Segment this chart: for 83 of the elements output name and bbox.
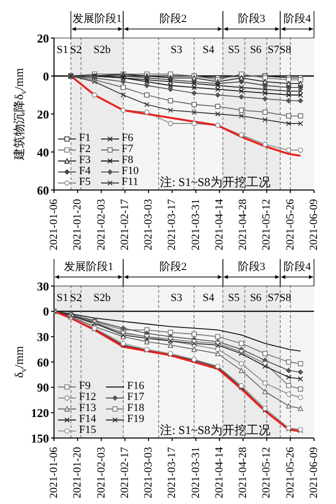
ref-line-label: S2 <box>70 44 82 56</box>
x-tick-label: 2021-04-14 <box>213 198 226 250</box>
x-tick-label: 2021-01-06 <box>48 198 60 250</box>
y-tick-label: 20 <box>37 31 49 46</box>
x-tick-label: 2021-05-12 <box>260 199 273 250</box>
band-label: 阶段2 <box>159 261 187 273</box>
band-label: 阶段2 <box>159 13 187 25</box>
annotation: 注: S1~S8为开挖工况 <box>160 423 270 437</box>
legend-label: F12 <box>79 391 96 403</box>
y-tick-label: 0 <box>43 69 49 84</box>
ref-line-label: S2b <box>94 44 112 56</box>
ref-line-label: S4 <box>202 292 215 304</box>
y-tick-label: 20 <box>37 107 49 122</box>
ref-line-label: S3 <box>170 292 183 304</box>
legend-label: F8 <box>122 154 134 166</box>
x-tick-label: 2021-05-26 <box>284 446 296 498</box>
y-tick-label: 0 <box>43 304 49 319</box>
x-tick-label: 2021-06-09 <box>308 198 320 250</box>
ref-line-label: S6 <box>250 44 262 56</box>
legend-label: F15 <box>79 424 96 436</box>
legend-label: F11 <box>122 176 138 188</box>
legend-label: F3 <box>79 154 91 166</box>
legend-label: F6 <box>122 132 134 144</box>
ref-line-label: S2 <box>70 292 82 304</box>
ref-line-label: S3 <box>170 44 183 56</box>
x-tick-label: 2021-02-17 <box>118 198 131 250</box>
legend-label: F18 <box>127 402 144 414</box>
y-tick-label: 30 <box>37 330 49 344</box>
y-tick-label: 40 <box>37 145 49 160</box>
x-tick-label: 2021-03-03 <box>142 446 155 498</box>
x-tick-label: 2021-03-03 <box>142 198 155 250</box>
ref-line-label: S1 <box>56 44 68 56</box>
x-tick-label: 2021-01-06 <box>48 446 60 498</box>
x-tick-label: 2021-01-20 <box>72 198 84 250</box>
x-tick-label: 2021-04-28 <box>237 198 250 250</box>
ref-line-label: S7 <box>268 292 280 304</box>
legend-label: F10 <box>122 165 139 177</box>
x-tick-label: 2021-04-14 <box>213 446 226 498</box>
x-tick-label: 2021-03-31 <box>190 199 202 250</box>
y-tick-label: 150 <box>31 431 49 446</box>
x-tick-label: 2021-04-28 <box>237 446 250 498</box>
legend-label: F17 <box>127 391 144 403</box>
band-label: 阶段4 <box>283 261 312 273</box>
x-tick-label: 2021-06-09 <box>308 446 320 498</box>
legend-label: F13 <box>79 402 96 414</box>
ref-line-label: S5 <box>228 44 240 56</box>
legend-label: F19 <box>127 413 144 425</box>
legend-label: F7 <box>122 143 134 155</box>
ref-line-label: S1 <box>56 292 68 304</box>
y-tick-label: 60 <box>37 183 49 198</box>
x-tick-label: 2021-05-12 <box>260 447 273 498</box>
ref-line-label: S6 <box>250 292 262 304</box>
ref-line-label: S2b <box>94 292 112 304</box>
band-label: 阶段3 <box>238 13 266 25</box>
ref-line-label: S5 <box>228 292 240 304</box>
y-tick-label: 60 <box>37 355 49 370</box>
legend-label: F2 <box>79 143 91 155</box>
x-tick-label: 2021-02-03 <box>95 198 108 250</box>
legend-label: F1 <box>79 132 91 144</box>
x-tick-label: 2021-03-31 <box>190 447 202 498</box>
y-tick-label: 120 <box>31 406 49 420</box>
ref-line-label: S8 <box>279 292 292 304</box>
band-label: 发展阶段1 <box>64 261 114 273</box>
band-label: 阶段4 <box>283 13 312 25</box>
legend-label: F4 <box>79 165 91 177</box>
x-tick-label: 2021-01-20 <box>72 446 84 498</box>
x-tick-label: 2021-02-03 <box>95 446 108 498</box>
legend-label: F16 <box>127 380 144 392</box>
legend-label: F14 <box>79 413 96 425</box>
y-tick-label: 90 <box>37 380 49 395</box>
annotation: 注: S1~S8为开挖工况 <box>160 175 270 189</box>
ref-line-label: S7 <box>268 44 280 56</box>
ref-line-label: S8 <box>279 44 292 56</box>
x-tick-label: 2021-03-17 <box>166 198 178 250</box>
x-tick-label: 2021-03-17 <box>166 446 178 498</box>
legend-label: F5 <box>79 176 91 188</box>
band-label: 发展阶段1 <box>72 13 122 25</box>
x-tick-label: 2021-05-26 <box>284 198 296 250</box>
legend-label: F9 <box>79 380 91 392</box>
y-tick-label: 30 <box>37 279 49 294</box>
band-label: 阶段3 <box>238 261 266 273</box>
ref-line-label: S4 <box>202 44 215 56</box>
x-tick-label: 2021-02-17 <box>118 446 131 498</box>
